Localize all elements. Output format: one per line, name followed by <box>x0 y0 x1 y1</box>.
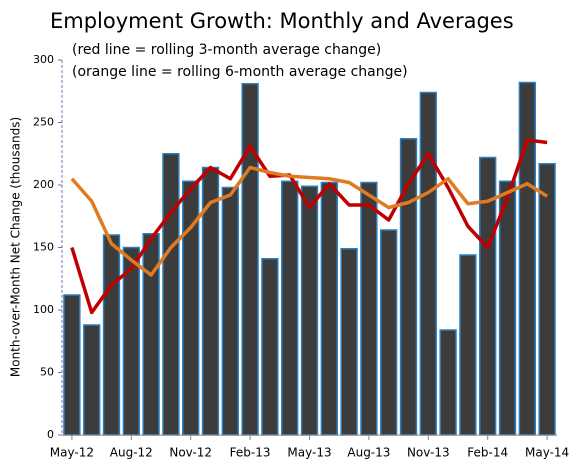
bar <box>360 181 378 436</box>
bar <box>241 83 259 436</box>
bar <box>122 246 140 436</box>
bar <box>142 233 160 436</box>
annotation: (red line = rolling 3-month average chan… <box>72 42 381 58</box>
x-tick-label: Nov-13 <box>407 446 450 460</box>
bar <box>439 329 457 436</box>
x-tick-label: Aug-13 <box>347 446 390 460</box>
bar <box>221 186 239 436</box>
bar <box>538 163 556 436</box>
y-tick-label: 100 <box>33 303 54 316</box>
chart-title: Employment Growth: Monthly and Averages <box>50 9 514 33</box>
x-tick-label: May-14 <box>525 446 569 460</box>
x-tick-label: May-12 <box>50 446 94 460</box>
bar <box>162 153 180 436</box>
y-axis-label: Month-over-Month Net Change (thousands) <box>9 117 23 377</box>
y-tick-label: 50 <box>40 366 54 379</box>
bar <box>419 91 437 436</box>
y-tick-label: 0 <box>47 428 54 441</box>
bar <box>83 324 101 436</box>
x-tick-label: Nov-12 <box>169 446 212 460</box>
x-tick-label: Aug-12 <box>110 446 153 460</box>
bar <box>380 229 398 436</box>
bar <box>498 180 517 436</box>
bar <box>518 81 536 436</box>
average-line <box>70 165 549 277</box>
bar <box>459 254 477 436</box>
y-tick-label: 250 <box>33 116 54 129</box>
x-tick-label: Feb-13 <box>230 446 271 460</box>
average-line <box>70 138 548 315</box>
y-tick-label: 300 <box>33 53 54 66</box>
bar <box>102 234 121 436</box>
bar <box>281 180 299 436</box>
x-tick-label: May-13 <box>287 446 331 460</box>
bar <box>300 185 319 436</box>
annotation: (orange line = rolling 6-month average c… <box>72 64 408 80</box>
bar <box>340 248 358 436</box>
x-tick-label: Feb-14 <box>467 446 508 460</box>
bar <box>261 258 279 436</box>
y-tick-label: 200 <box>33 178 54 191</box>
bar <box>63 294 81 436</box>
y-tick-label: 150 <box>33 241 54 254</box>
bar <box>320 181 338 436</box>
